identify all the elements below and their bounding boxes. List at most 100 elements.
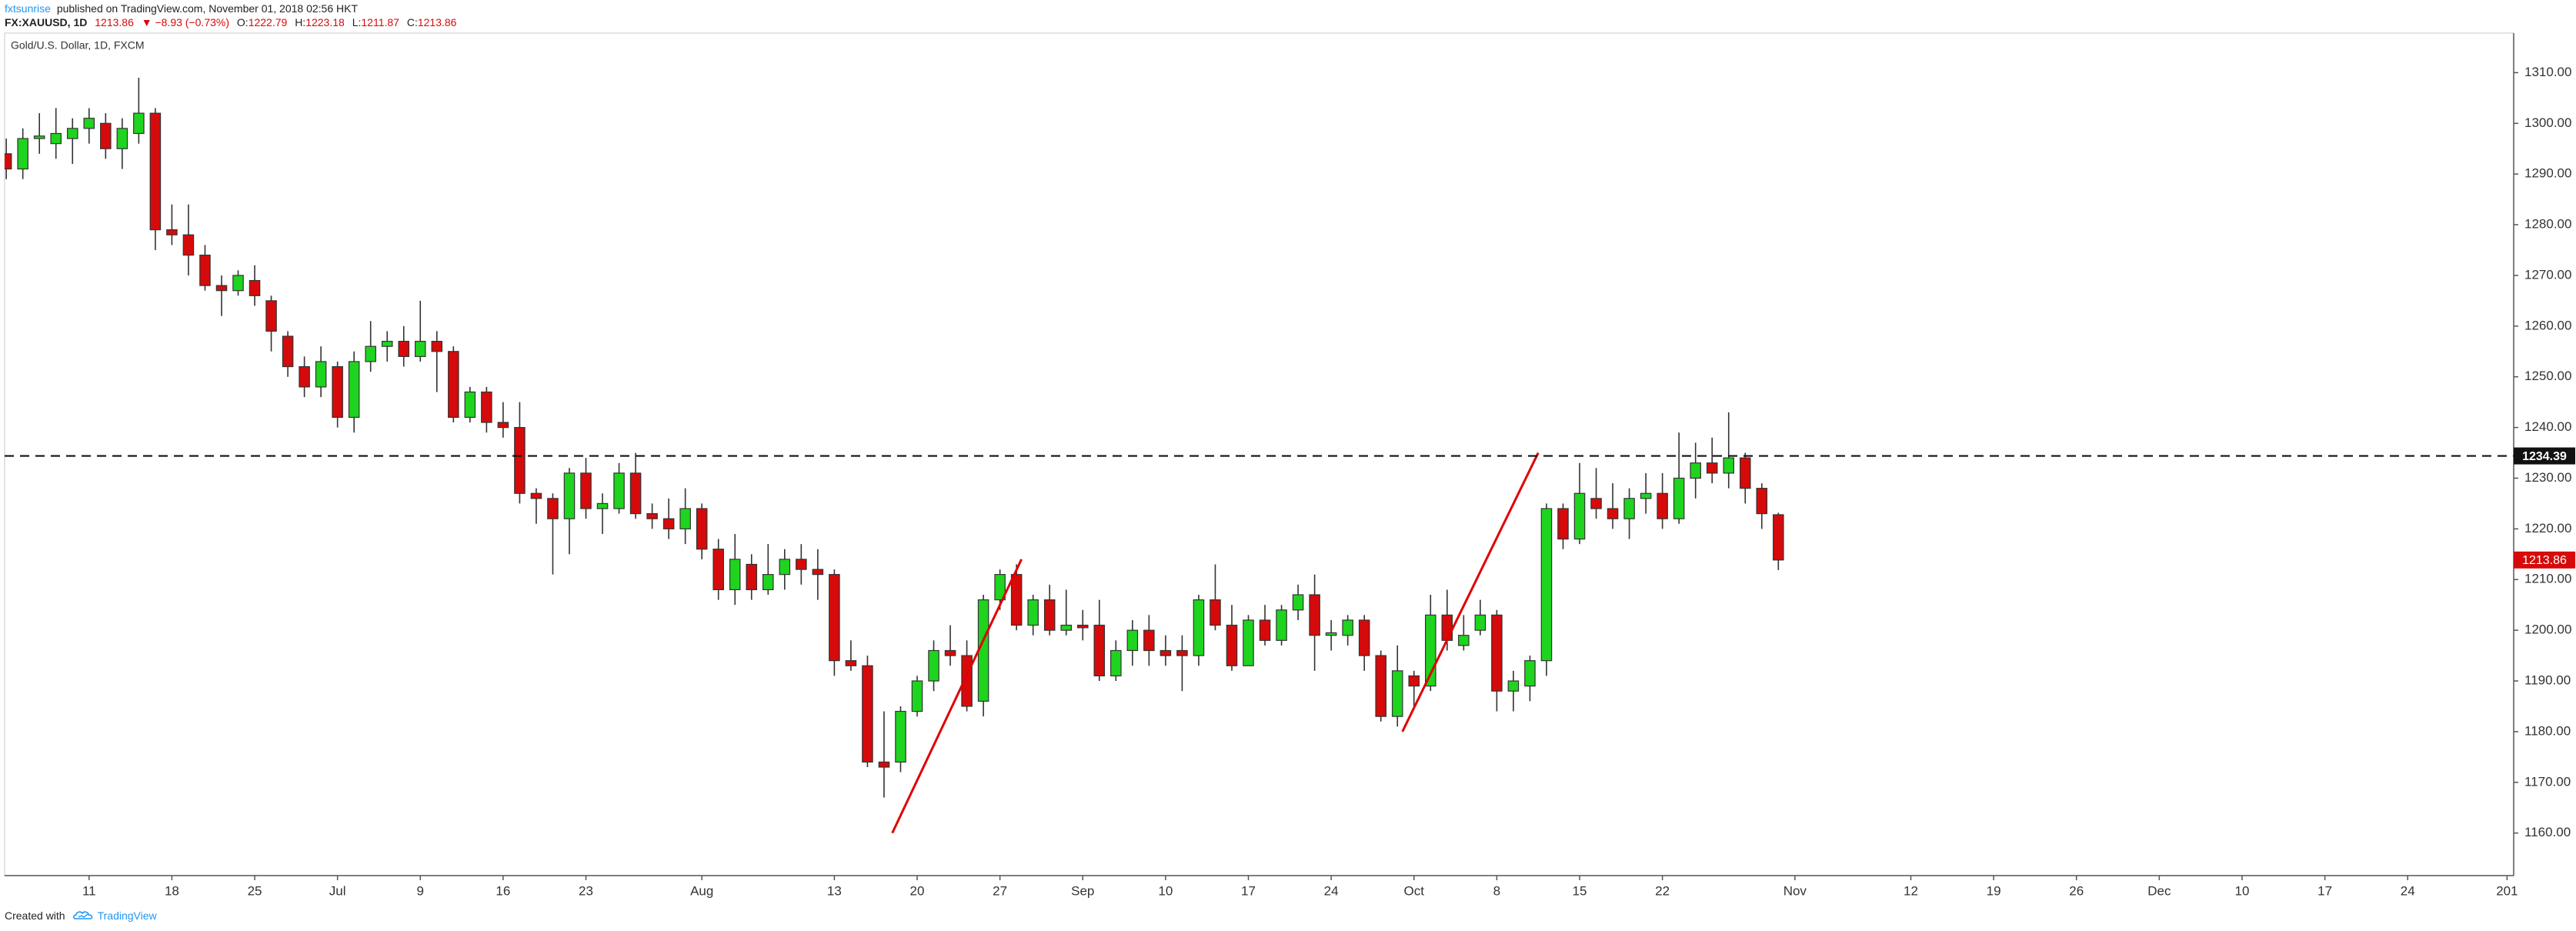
candle-body [83,118,95,129]
candle-body [796,559,807,570]
candle-body [1176,649,1188,656]
x-tick-label: 8 [1493,883,1500,898]
open-label: O: [236,16,249,28]
low-value: 1211.87 [361,16,399,28]
candle-body [1540,508,1553,662]
candle-body [100,122,112,149]
candle-body [928,649,939,682]
candle-body [299,365,310,388]
candle-body [580,472,592,509]
candle-body [1276,609,1287,641]
candle-body [629,472,642,515]
x-tick-label: Nov [1784,883,1807,898]
candle-body [1043,599,1056,631]
candle-body [1143,629,1155,652]
candle-body [1408,675,1420,687]
x-tick-label: 201 [2496,883,2518,898]
candle-body [646,512,658,519]
candle-body [1193,599,1205,656]
x-tick-label: 11 [82,883,96,898]
x-tick-label: 20 [910,883,925,898]
y-tick-label: 1280.00 [2524,217,2571,232]
x-tick-label: 24 [1324,883,1339,898]
y-tick-label: 1230.00 [2524,470,2571,485]
y-tick-label: 1250.00 [2524,369,2571,383]
publish-line: fxtsunrise published on TradingView.com,… [5,2,461,15]
candle-body [33,135,45,139]
candle-body [1010,574,1023,626]
author[interactable]: fxtsunrise [5,2,51,15]
chart-title: Gold/U.S. Dollar, 1D, FXCM [11,39,145,52]
y-tick-label: 1200.00 [2524,622,2571,637]
x-tick-label: 18 [165,883,179,898]
y-tick-label: 1270.00 [2524,267,2571,282]
candle-body [779,559,791,576]
candle-body [497,422,509,429]
x-tick-label: 22 [1655,883,1670,898]
candle-body [464,391,476,419]
candle-body [1623,498,1635,519]
candle-body [315,361,327,388]
published: published on TradingView.com, November 0… [56,2,359,15]
candle-body [596,502,609,509]
x-tick-label: 19 [1987,883,2001,898]
x-tick-label: Dec [2147,883,2171,898]
candle-body [481,391,492,423]
candle-body [282,335,294,368]
candle-body [1706,462,1718,474]
y-tick-label: 1300.00 [2524,115,2571,130]
candle-body [1507,680,1520,692]
candle-body [348,361,360,419]
footer: Created with TradingView [5,909,157,922]
plot [5,78,2514,834]
y-tick-label: 1160.00 [2524,825,2571,839]
candle-body [1524,660,1536,687]
x-tick-label: 24 [2401,883,2415,898]
candle-body [133,112,145,135]
candle-body [895,710,906,763]
tv-logo[interactable] [72,909,95,922]
tv-brand[interactable]: TradingView [97,909,157,922]
candle-body [1391,670,1403,717]
candle-body [1309,594,1320,636]
candle-body [50,132,62,145]
candle-body [994,574,1006,601]
candle-body [712,549,724,591]
candle-body [662,518,675,529]
candle-body [17,138,28,170]
header: fxtsunrise published on TradingView.com,… [5,2,461,29]
candle-body [116,128,128,149]
candle-body [5,153,12,170]
chart: Gold/U.S. Dollar, 1D, FXCM 1160.00 1170.0… [4,32,2575,898]
candle-body [696,508,708,550]
candle-body [1441,614,1453,641]
y-tick-label: 1170.00 [2524,774,2571,789]
candle-body [679,508,691,529]
x-tick-label: 15 [1573,883,1587,898]
candle-body [812,569,824,576]
last-price: 1213.86 [95,16,134,28]
x-tick-label: Aug [690,883,713,898]
candle-body [66,128,78,139]
candle-body [1590,498,1602,509]
candle-body [530,492,542,499]
candle-body [1325,632,1337,636]
candle-body [1027,599,1039,626]
x-tick-label: 16 [496,883,510,898]
candle-body [1342,619,1353,636]
candle-body [514,426,526,494]
x-tick-label: 27 [993,883,1007,898]
candle-body [1474,614,1487,631]
candle-body [448,351,459,419]
candle-body [862,665,873,763]
x-tick-label: 23 [579,883,593,898]
candle-body [1723,457,1734,474]
y-tick-label: 1290.00 [2524,166,2571,181]
candle-body [199,254,211,286]
candle-body [1756,488,1768,515]
y-tick-label: 1240.00 [2524,419,2571,434]
y-tick-label: 1190.00 [2524,672,2571,687]
hline-label: 1234.39 [2522,450,2567,463]
last-price-label: 1213.86 [2522,554,2567,567]
